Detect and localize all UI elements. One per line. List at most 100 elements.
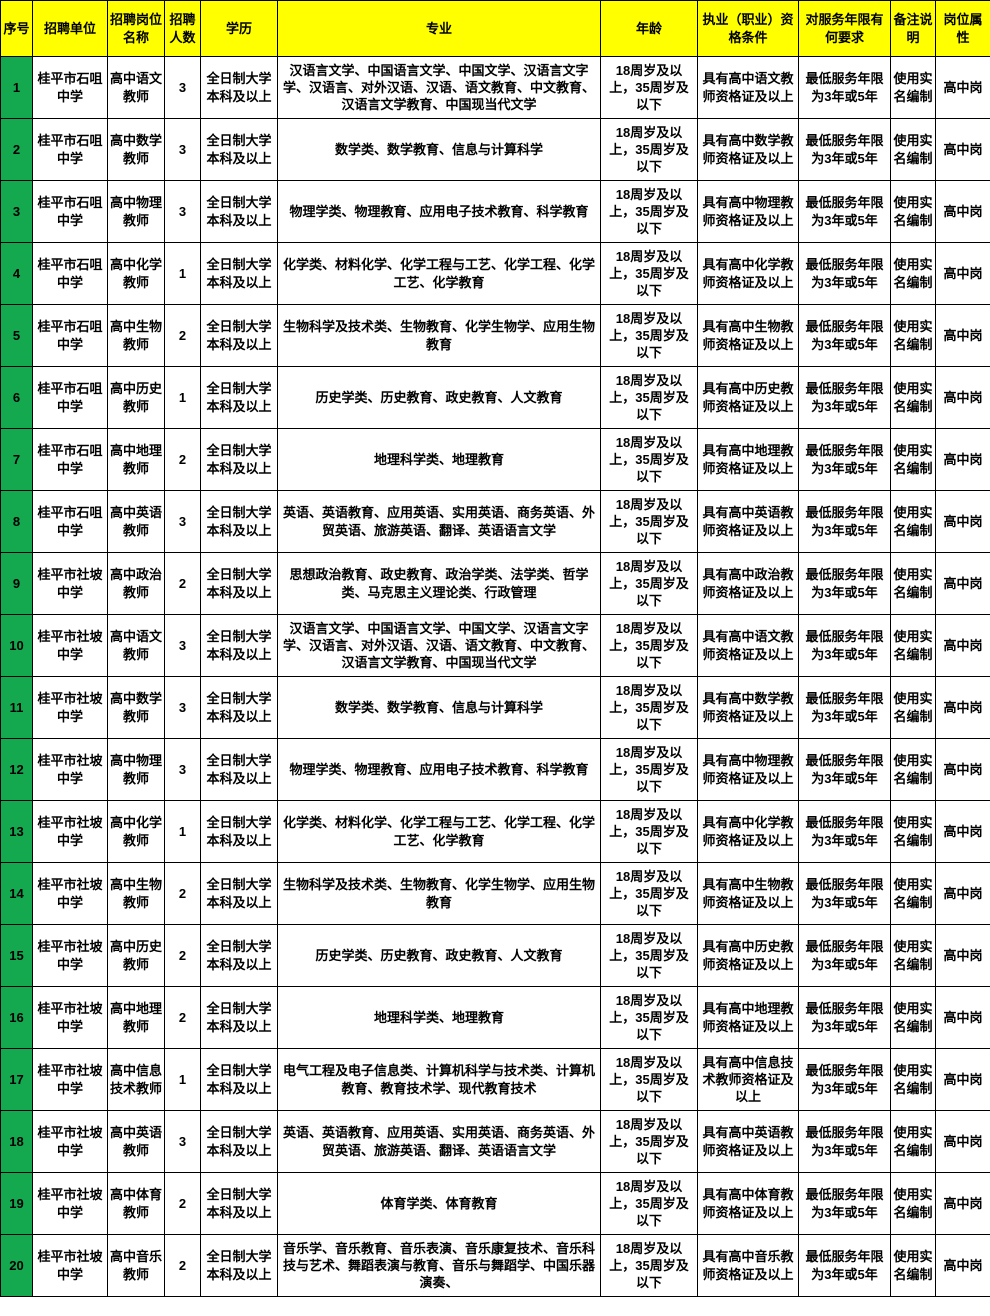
cell-attr: 高中岗 (935, 1172, 990, 1235)
table-row: 11 桂平市社坡中学 高中数学教师 3 全日制大学本科及以上 数学类、数学教育、信息与计算… (0, 676, 990, 739)
table-row: 13 桂平市社坡中学 高中化学教师 1 全日制大学本科及以上 化学类、材料化学、化学工程与… (0, 800, 990, 863)
cell-no: 6 (0, 366, 33, 429)
cell-edu: 全日制大学本科及以上 (200, 1172, 278, 1235)
cell-major: 物理学类、物理教育、应用电子技术教育、科学教育 (277, 738, 601, 801)
cell-unit: 桂平市社坡中学 (32, 614, 108, 677)
cell-age: 18周岁及以上，35周岁及以下 (600, 304, 698, 367)
cell-service: 最低服务年限为3年或5年 (798, 862, 891, 925)
cell-note: 使用实名编制 (890, 242, 936, 305)
cell-unit: 桂平市石咀中学 (32, 304, 108, 367)
cell-edu: 全日制大学本科及以上 (200, 1048, 278, 1111)
column-header-attr: 岗位属性 (935, 0, 990, 57)
cell-major: 生物科学及技术类、生物教育、化学生物学、应用生物教育 (277, 862, 601, 925)
cell-count: 2 (164, 1172, 201, 1235)
cell-edu: 全日制大学本科及以上 (200, 366, 278, 429)
cell-age: 18周岁及以上，35周岁及以下 (600, 1110, 698, 1173)
cell-post: 高中英语教师 (107, 1110, 165, 1173)
cell-service: 最低服务年限为3年或5年 (798, 304, 891, 367)
cell-count: 3 (164, 614, 201, 677)
cell-qual: 具有高中音乐教师资格证及以上 (697, 1234, 799, 1297)
cell-attr: 高中岗 (935, 366, 990, 429)
cell-service: 最低服务年限为3年或5年 (798, 1172, 891, 1235)
cell-qual: 具有高中信息技术教师资格证及以上 (697, 1048, 799, 1111)
cell-service: 最低服务年限为3年或5年 (798, 614, 891, 677)
cell-edu: 全日制大学本科及以上 (200, 428, 278, 491)
cell-count: 2 (164, 552, 201, 615)
cell-unit: 桂平市社坡中学 (32, 1048, 108, 1111)
cell-note: 使用实名编制 (890, 118, 936, 181)
cell-post: 高中语文教师 (107, 614, 165, 677)
cell-service: 最低服务年限为3年或5年 (798, 676, 891, 739)
cell-post: 高中物理教师 (107, 738, 165, 801)
table-row: 6 桂平市石咀中学 高中历史教师 1 全日制大学本科及以上 历史学类、历史教育、政史教育、… (0, 366, 990, 429)
cell-attr: 高中岗 (935, 924, 990, 987)
cell-major: 物理学类、物理教育、应用电子技术教育、科学教育 (277, 180, 601, 243)
cell-unit: 桂平市石咀中学 (32, 118, 108, 181)
cell-service: 最低服务年限为3年或5年 (798, 800, 891, 863)
cell-edu: 全日制大学本科及以上 (200, 986, 278, 1049)
cell-major: 数学类、数学教育、信息与计算科学 (277, 676, 601, 739)
cell-note: 使用实名编制 (890, 986, 936, 1049)
table-row: 19 桂平市社坡中学 高中体育教师 2 全日制大学本科及以上 体育学类、体育教育 18周岁及… (0, 1172, 990, 1235)
column-header-count: 招聘人数 (164, 0, 201, 57)
table-row: 12 桂平市社坡中学 高中物理教师 3 全日制大学本科及以上 物理学类、物理教育、应用电子… (0, 738, 990, 801)
cell-note: 使用实名编制 (890, 614, 936, 677)
cell-unit: 桂平市社坡中学 (32, 738, 108, 801)
cell-unit: 桂平市社坡中学 (32, 1234, 108, 1297)
cell-count: 1 (164, 1048, 201, 1111)
cell-age: 18周岁及以上，35周岁及以下 (600, 552, 698, 615)
cell-age: 18周岁及以上，35周岁及以下 (600, 428, 698, 491)
cell-note: 使用实名编制 (890, 800, 936, 863)
cell-attr: 高中岗 (935, 1048, 990, 1111)
cell-age: 18周岁及以上，35周岁及以下 (600, 924, 698, 987)
cell-post: 高中物理教师 (107, 180, 165, 243)
cell-service: 最低服务年限为3年或5年 (798, 56, 891, 119)
cell-unit: 桂平市社坡中学 (32, 924, 108, 987)
cell-major: 生物科学及技术类、生物教育、化学生物学、应用生物教育 (277, 304, 601, 367)
cell-attr: 高中岗 (935, 490, 990, 553)
cell-no: 3 (0, 180, 33, 243)
column-header-unit: 招聘单位 (32, 0, 108, 57)
cell-age: 18周岁及以上，35周岁及以下 (600, 56, 698, 119)
cell-post: 高中英语教师 (107, 490, 165, 553)
cell-count: 2 (164, 862, 201, 925)
cell-age: 18周岁及以上，35周岁及以下 (600, 676, 698, 739)
table-row: 3 桂平市石咀中学 高中物理教师 3 全日制大学本科及以上 物理学类、物理教育、应用电子技… (0, 180, 990, 243)
cell-qual: 具有高中语文教师资格证及以上 (697, 56, 799, 119)
cell-attr: 高中岗 (935, 428, 990, 491)
table-row: 9 桂平市社坡中学 高中政治教师 2 全日制大学本科及以上 思想政治教育、政史教育、政治学… (0, 552, 990, 615)
table-row: 7 桂平市石咀中学 高中地理教师 2 全日制大学本科及以上 地理科学类、地理教育 18周岁及… (0, 428, 990, 491)
cell-post: 高中历史教师 (107, 924, 165, 987)
cell-attr: 高中岗 (935, 242, 990, 305)
cell-count: 3 (164, 118, 201, 181)
cell-count: 2 (164, 924, 201, 987)
cell-post: 高中体育教师 (107, 1172, 165, 1235)
cell-no: 10 (0, 614, 33, 677)
cell-note: 使用实名编制 (890, 862, 936, 925)
cell-major: 思想政治教育、政史教育、政治学类、法学类、哲学类、马克思主义理论类、行政管理 (277, 552, 601, 615)
cell-attr: 高中岗 (935, 118, 990, 181)
cell-edu: 全日制大学本科及以上 (200, 180, 278, 243)
cell-age: 18周岁及以上，35周岁及以下 (600, 242, 698, 305)
cell-post: 高中信息技术教师 (107, 1048, 165, 1111)
cell-count: 2 (164, 986, 201, 1049)
cell-edu: 全日制大学本科及以上 (200, 1234, 278, 1297)
cell-no: 5 (0, 304, 33, 367)
cell-count: 3 (164, 56, 201, 119)
cell-note: 使用实名编制 (890, 366, 936, 429)
cell-major: 英语、英语教育、应用英语、实用英语、商务英语、外贸英语、旅游英语、翻译、英语语言… (277, 1110, 601, 1173)
cell-age: 18周岁及以上，35周岁及以下 (600, 180, 698, 243)
cell-attr: 高中岗 (935, 738, 990, 801)
cell-age: 18周岁及以上，35周岁及以下 (600, 118, 698, 181)
cell-count: 2 (164, 304, 201, 367)
table-row: 8 桂平市石咀中学 高中英语教师 3 全日制大学本科及以上 英语、英语教育、应用英语、实用… (0, 490, 990, 553)
cell-unit: 桂平市社坡中学 (32, 1172, 108, 1235)
cell-edu: 全日制大学本科及以上 (200, 118, 278, 181)
cell-age: 18周岁及以上，35周岁及以下 (600, 738, 698, 801)
cell-count: 1 (164, 366, 201, 429)
table-row: 15 桂平市社坡中学 高中历史教师 2 全日制大学本科及以上 历史学类、历史教育、政史教育… (0, 924, 990, 987)
table-row: 16 桂平市社坡中学 高中地理教师 2 全日制大学本科及以上 地理科学类、地理教育 18周岁… (0, 986, 990, 1049)
cell-attr: 高中岗 (935, 552, 990, 615)
cell-post: 高中生物教师 (107, 304, 165, 367)
cell-qual: 具有高中地理教师资格证及以上 (697, 428, 799, 491)
